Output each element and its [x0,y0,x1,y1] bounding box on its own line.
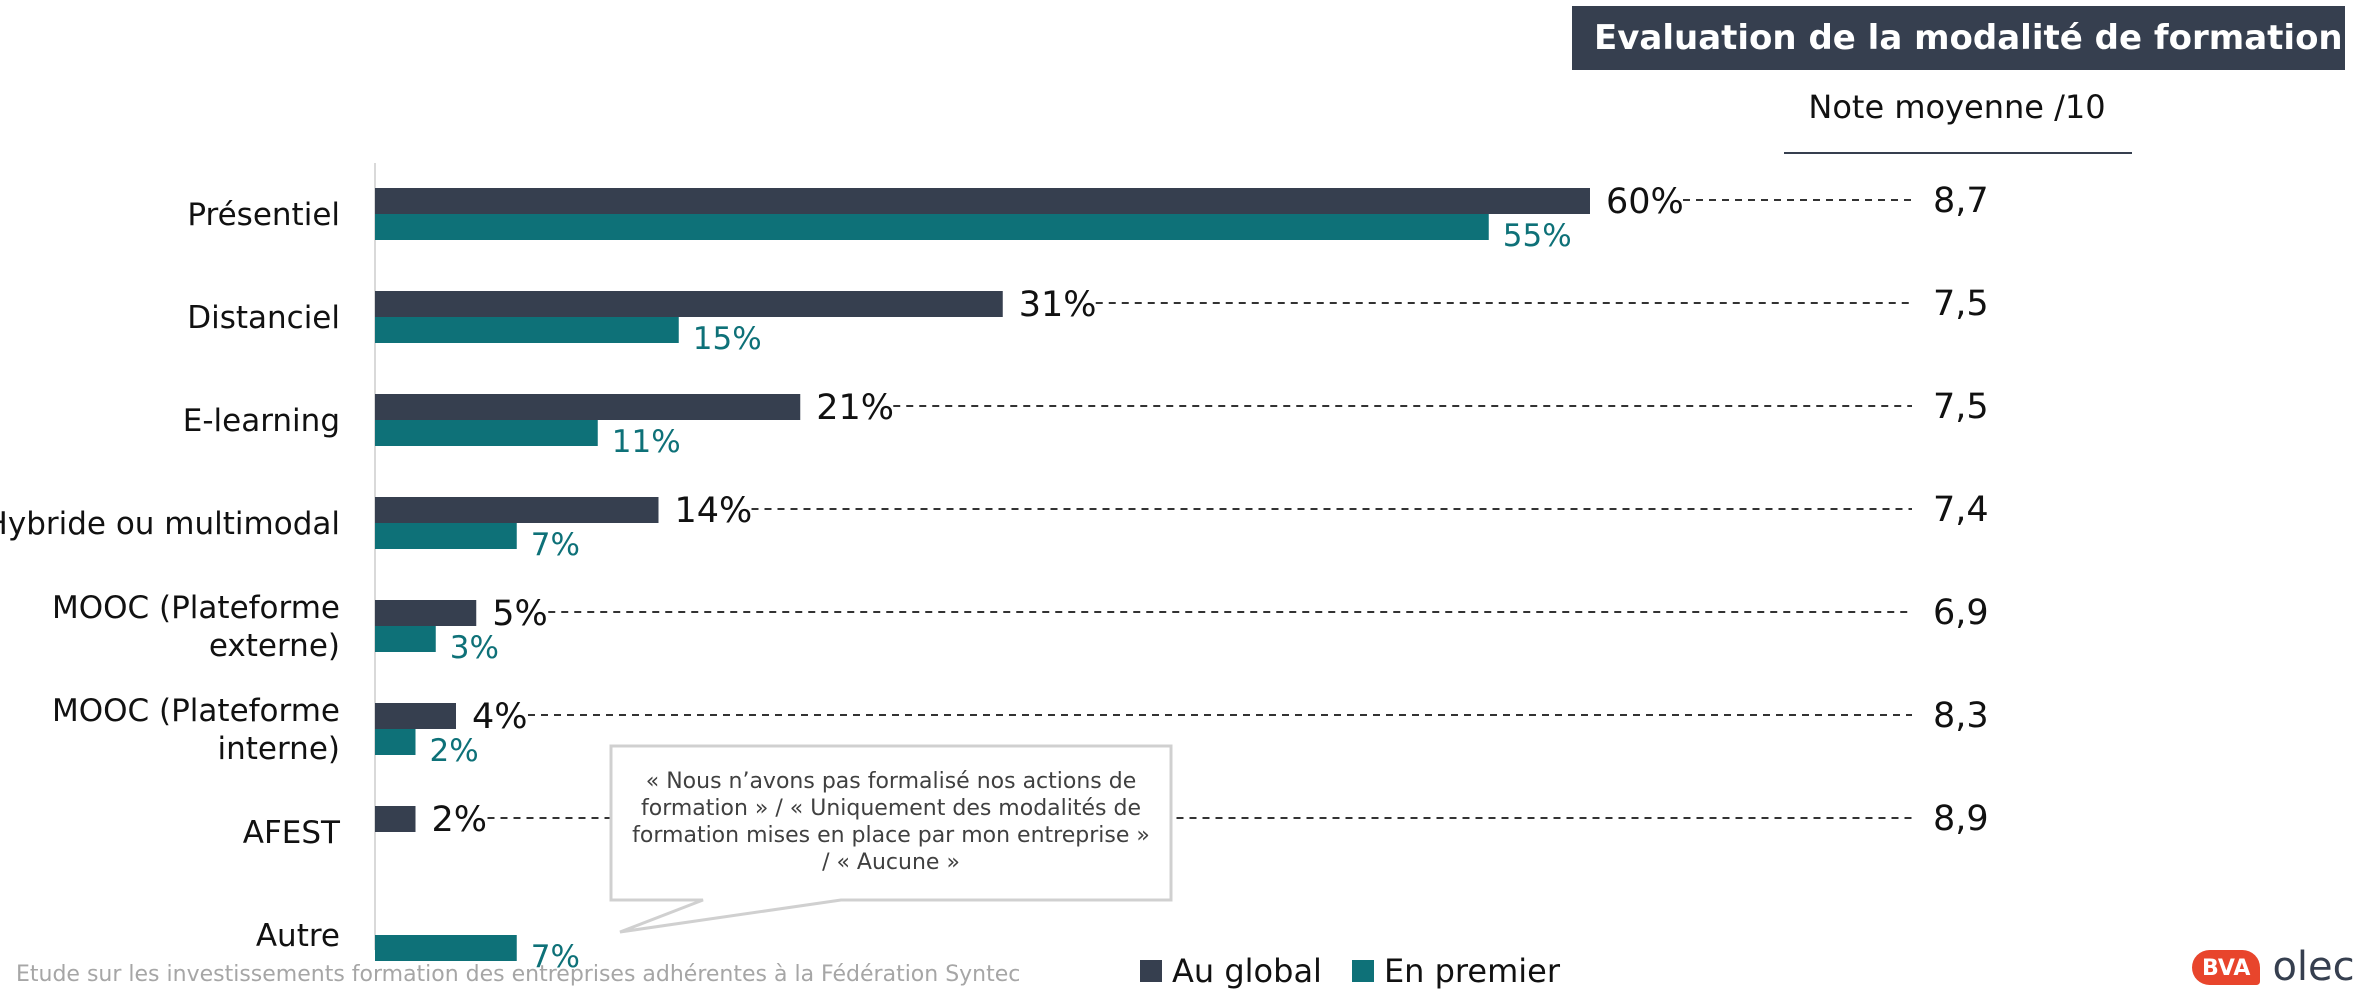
bar-au-global-distanciel [375,291,1003,317]
callout-bubble [609,744,1173,934]
note-value-mooc-plateforme-interne: 8,3 [1933,696,1989,736]
data-label-au-global-afest: 2% [432,800,488,840]
brand-logo: BVA olec [2192,944,2355,990]
note-value-distanciel: 7,5 [1933,284,1989,324]
footer-source: Etude sur les investissements formation … [16,962,1021,987]
category-label-mooc-plateforme-externe-line-1: MOOC (Plateforme [52,590,340,626]
category-label-afest: AFEST [243,815,341,851]
bar-en-premier-mooc-plateforme-externe [375,626,436,652]
bar-en-premier-mooc-plateforme-interne [375,729,416,755]
note-value-mooc-plateforme-externe: 6,9 [1933,593,1989,633]
category-label-mooc-plateforme-interne-line-2: interne) [217,731,340,767]
note-column-header: Note moyenne /10 [1808,88,2106,126]
bar-au-global-afest [375,806,416,832]
category-label-e-learning: E-learning [183,403,340,439]
legend-item-en-premier: En premier [1351,952,1560,990]
bar-en-premier-presentiel [375,214,1489,240]
category-label-presentiel: Présentiel [187,197,340,233]
data-label-en-premier-hybride-ou-multimodal: 7% [531,527,580,563]
bar-au-global-e-learning [375,394,801,420]
bar-en-premier-hybride-ou-multimodal [375,523,517,549]
legend-label-au-global: Au global [1172,952,1322,990]
callout-note: « Nous n’avons pas formalisé nos actions… [632,769,1150,875]
bar-en-premier-distanciel [375,317,679,343]
legend-swatch-en-premier [1351,960,1374,982]
note-value-presentiel: 8,7 [1933,181,1989,221]
bar-en-premier-autre [375,935,517,961]
data-label-en-premier-e-learning: 11% [612,424,681,460]
olec-logo-text: olec [2272,944,2355,990]
note-value-e-learning: 7,5 [1933,387,1989,427]
data-label-en-premier-presentiel: 55% [1503,218,1572,254]
category-label-mooc-plateforme-interne-line-1: MOOC (Plateforme [52,693,340,729]
note-header-underline [1784,152,2132,154]
data-label-en-premier-mooc-plateforme-interne: 2% [430,733,479,769]
category-label-hybride-ou-multimodal: Hybride ou multimodal [0,506,340,542]
data-label-en-premier-autre: 7% [531,939,580,975]
data-label-au-global-mooc-plateforme-externe: 5% [492,594,548,634]
category-label-autre: Autre [256,918,340,954]
page-title: Evaluation de la modalité de formation [1572,6,2345,70]
bva-logo: BVA [2192,949,2261,985]
data-label-au-global-mooc-plateforme-interne: 4% [472,697,528,737]
legend-swatch-au-global [1140,960,1162,982]
chart-plot: Présentiel 60% 55% 8,7 Distanciel 31% 15% 7,5 E-… [0,163,1989,975]
note-value-afest: 8,9 [1933,799,1989,839]
note-value-hybride-ou-multimodal: 7,4 [1933,490,1989,530]
legend-item-au-global: Au global [1140,952,1322,990]
data-label-en-premier-distanciel: 15% [693,321,762,357]
data-label-au-global-distanciel: 31% [1019,285,1097,325]
legend-label-en-premier: En premier [1383,952,1560,990]
bar-au-global-presentiel [375,188,1590,214]
bar-au-global-mooc-plateforme-interne [375,703,456,729]
bar-au-global-hybride-ou-multimodal [375,497,659,523]
data-label-au-global-e-learning: 21% [816,388,894,428]
data-label-au-global-hybride-ou-multimodal: 14% [675,491,753,531]
legend: Au global En premier [1140,952,1590,990]
data-label-au-global-presentiel: 60% [1606,182,1684,222]
data-label-en-premier-mooc-plateforme-externe: 3% [450,630,499,666]
bar-en-premier-e-learning [375,420,598,446]
category-label-distanciel: Distanciel [187,300,340,336]
category-label-mooc-plateforme-externe-line-2: externe) [209,628,340,664]
bar-au-global-mooc-plateforme-externe [375,600,477,626]
